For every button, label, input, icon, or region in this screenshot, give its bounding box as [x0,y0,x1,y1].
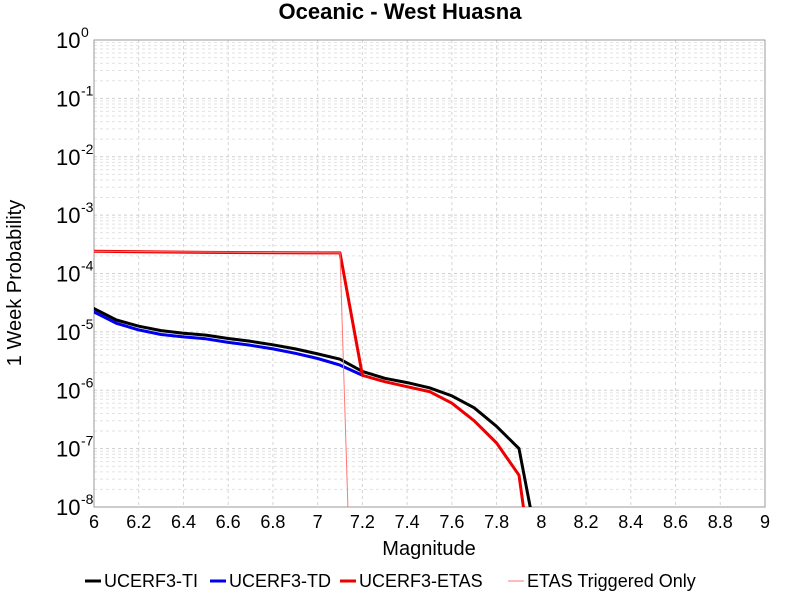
series-layer [94,249,532,507]
legend-item: UCERF3-TD [210,571,331,591]
x-tick-label: 7 [313,512,323,532]
y-tick-base: 10 [56,145,80,170]
y-tick-base: 10 [56,28,80,53]
y-tick-label: 10 -8 [56,491,94,520]
legend-label: UCERF3-TD [229,571,331,591]
y-tick-base: 10 [56,86,80,111]
legend: UCERF3-TI UCERF3-TD UCERF3-ETAS ETAS Trigge… [85,571,696,591]
legend-label: UCERF3-TI [104,571,198,591]
legend-item: UCERF3-ETAS [340,571,483,591]
series-ucerf3-ti [94,307,532,507]
x-tick-label: 7.6 [439,512,464,532]
legend-label: ETAS Triggered Only [527,571,696,591]
x-tick-label: 8.4 [618,512,643,532]
series-ucerf3-td [94,310,364,377]
x-tick-label: 7.8 [484,512,509,532]
y-tick-exponent: -8 [81,491,94,507]
x-tick-label: 6.2 [126,512,151,532]
y-tick-exponent: -2 [81,141,94,157]
y-tick-label: 10 -7 [56,433,94,462]
y-tick-label: 10 -5 [56,316,94,345]
legend-label: UCERF3-ETAS [359,571,483,591]
legend-item: ETAS Triggered Only [508,571,696,591]
y-tick-base: 10 [56,378,80,403]
y-tick-base: 10 [56,437,80,462]
plot-area [93,39,766,508]
x-tick-label: 8.2 [574,512,599,532]
x-axis-label: Magnitude [382,538,475,560]
x-tick-label: 7.2 [350,512,375,532]
x-tick-label: 9 [760,512,770,532]
y-axis-label: 1 Week Probability [4,200,26,366]
y-tick-label: 10 -4 [56,258,94,287]
x-tick-label: 6.4 [171,512,196,532]
x-tick-label: 6.6 [216,512,241,532]
y-tick-exponent: -1 [81,82,94,98]
x-tick-labels: 6 6.2 6.4 6.6 6.8 7 7.2 7.4 7.6 7.8 8 8.2 8.4 8.6 8.8 9 [89,512,770,532]
y-tick-exponent: -6 [81,374,94,390]
y-tick-exponent: -3 [81,199,94,215]
x-tick-label: 6 [89,512,99,532]
x-tick-label: 7.4 [395,512,420,532]
y-tick-exponent: -5 [81,316,94,332]
y-tick-label: 10 0 [56,24,89,53]
chart-title: Oceanic - West Huasna [279,0,523,24]
y-tick-base: 10 [56,203,80,228]
x-tick-label: 8.6 [663,512,688,532]
series-etas-triggered-only [94,250,349,507]
y-tick-label: 10 -6 [56,374,94,403]
legend-item: UCERF3-TI [85,571,198,591]
y-tick-exponent: -4 [81,258,94,274]
x-tick-label: 6.8 [260,512,285,532]
x-tick-label: 8.8 [708,512,733,532]
y-tick-label: 10 -2 [56,141,94,170]
y-tick-base: 10 [56,262,80,287]
y-tick-base: 10 [56,495,80,520]
x-tick-label: 8 [536,512,546,532]
y-tick-base: 10 [56,320,80,345]
grid [93,40,766,508]
y-tick-label: 10 -1 [56,82,94,111]
y-tick-exponent: -7 [81,433,94,449]
y-tick-exponent: 0 [81,24,89,40]
y-tick-label: 10 -3 [56,199,94,228]
